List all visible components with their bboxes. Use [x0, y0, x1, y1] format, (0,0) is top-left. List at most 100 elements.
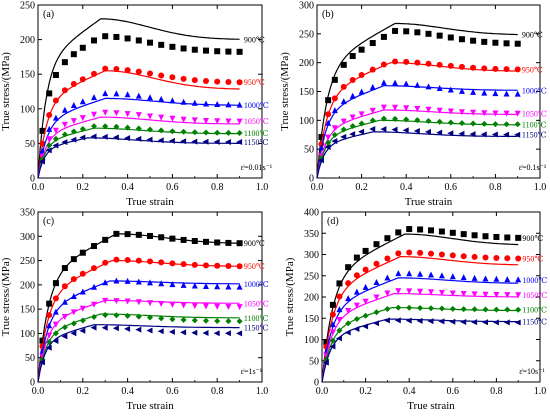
- series-temperature-label: 1150℃: [522, 131, 547, 140]
- data-point: [349, 53, 356, 60]
- data-point: [91, 265, 97, 272]
- data-point: [180, 316, 187, 323]
- data-point: [449, 273, 456, 280]
- data-point: [169, 97, 176, 104]
- data-point: [236, 129, 243, 136]
- data-point: [213, 330, 220, 337]
- series-0: 900℃: [316, 22, 543, 179]
- data-point: [449, 290, 456, 297]
- series-temperature-label: 1000℃: [244, 280, 269, 289]
- data-point: [147, 279, 153, 286]
- data-point: [349, 131, 356, 138]
- data-point: [225, 118, 232, 125]
- panel-label: (a): [43, 9, 54, 20]
- data-point: [61, 314, 68, 321]
- data-point: [91, 301, 97, 308]
- y-axis-title: True stress/(MPa): [284, 257, 296, 336]
- data-point: [481, 65, 488, 72]
- x-tick-label: 0.2: [359, 386, 372, 397]
- y-tick-label: 250: [20, 1, 35, 12]
- y-tick-label: 100: [304, 335, 319, 346]
- data-point: [380, 104, 387, 111]
- data-point: [340, 133, 347, 140]
- data-point: [124, 67, 131, 74]
- series-fit-line: [316, 131, 518, 179]
- data-point: [214, 101, 221, 108]
- data-point: [336, 327, 343, 334]
- data-point: [425, 83, 432, 90]
- data-point: [191, 77, 198, 84]
- data-point: [91, 314, 97, 321]
- data-point: [514, 121, 521, 128]
- x-tick-label: 0.6: [166, 182, 179, 193]
- data-point: [340, 126, 347, 133]
- data-point: [52, 330, 59, 337]
- data-point: [146, 327, 153, 334]
- data-point: [52, 127, 59, 134]
- x-tick-label: 0.4: [121, 386, 134, 397]
- data-point: [191, 261, 198, 268]
- x-tick-label: 0.8: [489, 182, 502, 193]
- data-point: [147, 300, 153, 307]
- data-point: [79, 327, 86, 334]
- data-point: [373, 260, 380, 267]
- data-point: [373, 320, 379, 327]
- data-point: [91, 37, 97, 44]
- series-fit-line: [37, 299, 240, 383]
- data-point: [70, 118, 77, 125]
- data-point: [91, 94, 97, 101]
- data-point: [158, 315, 165, 322]
- data-point: [395, 304, 402, 311]
- data-point: [493, 254, 500, 261]
- data-point: [112, 134, 119, 141]
- data-point: [135, 112, 142, 119]
- data-point: [203, 117, 209, 124]
- data-point: [102, 90, 109, 97]
- data-point: [403, 105, 410, 112]
- data-point: [102, 65, 109, 72]
- series-temperature-label: 900℃: [244, 35, 265, 44]
- data-point: [340, 83, 347, 90]
- data-point: [425, 106, 432, 113]
- data-point: [471, 319, 478, 326]
- y-tick-label: 350: [20, 208, 35, 219]
- data-point: [481, 110, 488, 117]
- series-temperature-label: 1100℃: [522, 120, 547, 129]
- y-tick-label: 150: [304, 314, 319, 325]
- data-point: [492, 319, 499, 326]
- data-point: [236, 118, 243, 125]
- data-point: [46, 300, 53, 307]
- data-point: [214, 317, 221, 324]
- data-point: [147, 258, 153, 265]
- series-temperature-label: 950℃: [522, 254, 543, 263]
- data-point: [323, 339, 330, 346]
- data-point: [353, 302, 360, 309]
- series-fit-line: [37, 313, 240, 383]
- data-point: [425, 128, 431, 135]
- data-point: [492, 90, 499, 97]
- data-point: [158, 41, 165, 48]
- data-point: [158, 95, 165, 102]
- data-point: [214, 283, 221, 290]
- data-point: [214, 303, 221, 310]
- data-point: [449, 318, 456, 325]
- data-point: [236, 79, 243, 86]
- data-point: [447, 119, 454, 126]
- data-point: [403, 58, 410, 65]
- data-point: [70, 330, 77, 337]
- data-point: [470, 64, 477, 71]
- strain-rate-label: ε̇=1s⁻¹: [241, 367, 263, 376]
- data-point: [46, 322, 53, 329]
- data-point: [70, 128, 77, 135]
- data-point: [46, 125, 53, 132]
- data-point: [504, 255, 511, 262]
- data-point: [180, 261, 187, 268]
- data-point: [61, 131, 68, 138]
- series-temperature-label: 1150℃: [244, 324, 269, 333]
- data-point: [70, 320, 77, 327]
- data-point: [225, 263, 232, 270]
- data-point: [402, 127, 409, 134]
- data-point: [369, 40, 376, 47]
- data-point: [395, 229, 402, 236]
- series-temperature-label: 1050℃: [522, 109, 547, 118]
